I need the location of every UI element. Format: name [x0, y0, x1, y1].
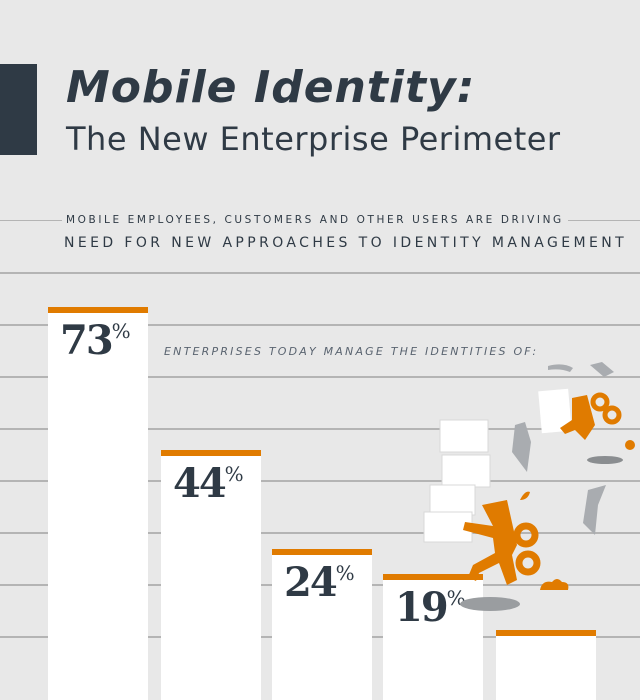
page-subtitle: The New Enterprise Perimeter	[66, 120, 561, 158]
running-windup-man-with-papers-icon	[423, 362, 635, 611]
data-label: 24%	[284, 559, 355, 606]
grid-line	[0, 324, 640, 326]
grid-line	[0, 532, 640, 534]
data-label: 44%	[173, 460, 244, 507]
page-title: Mobile Identity:	[66, 62, 476, 113]
grid-line	[0, 376, 640, 378]
data-label-value: 24	[284, 559, 338, 606]
grid-line	[0, 480, 640, 482]
title-accent-block	[0, 64, 37, 155]
grid-line	[0, 428, 640, 430]
intro-line-2: NEED FOR NEW APPROACHES TO IDENTITY MANA…	[64, 235, 628, 251]
grid-line	[0, 272, 640, 274]
intro-line-1: MOBILE EMPLOYEES, CUSTOMERS AND OTHER US…	[62, 214, 568, 226]
bar	[496, 630, 596, 700]
data-label-unit: %	[111, 319, 131, 343]
data-label: 73%	[60, 317, 131, 364]
data-label-unit: %	[335, 561, 355, 585]
data-label-value: 19	[395, 584, 449, 631]
data-label-value: 44	[173, 460, 227, 507]
flying-papers-icon	[512, 362, 614, 535]
chart-title: ENTERPRISES TODAY MANAGE THE IDENTITIES …	[160, 345, 543, 358]
data-label-unit: %	[224, 462, 244, 486]
data-label-value: 73	[60, 317, 114, 364]
bar: 73%	[48, 307, 148, 700]
